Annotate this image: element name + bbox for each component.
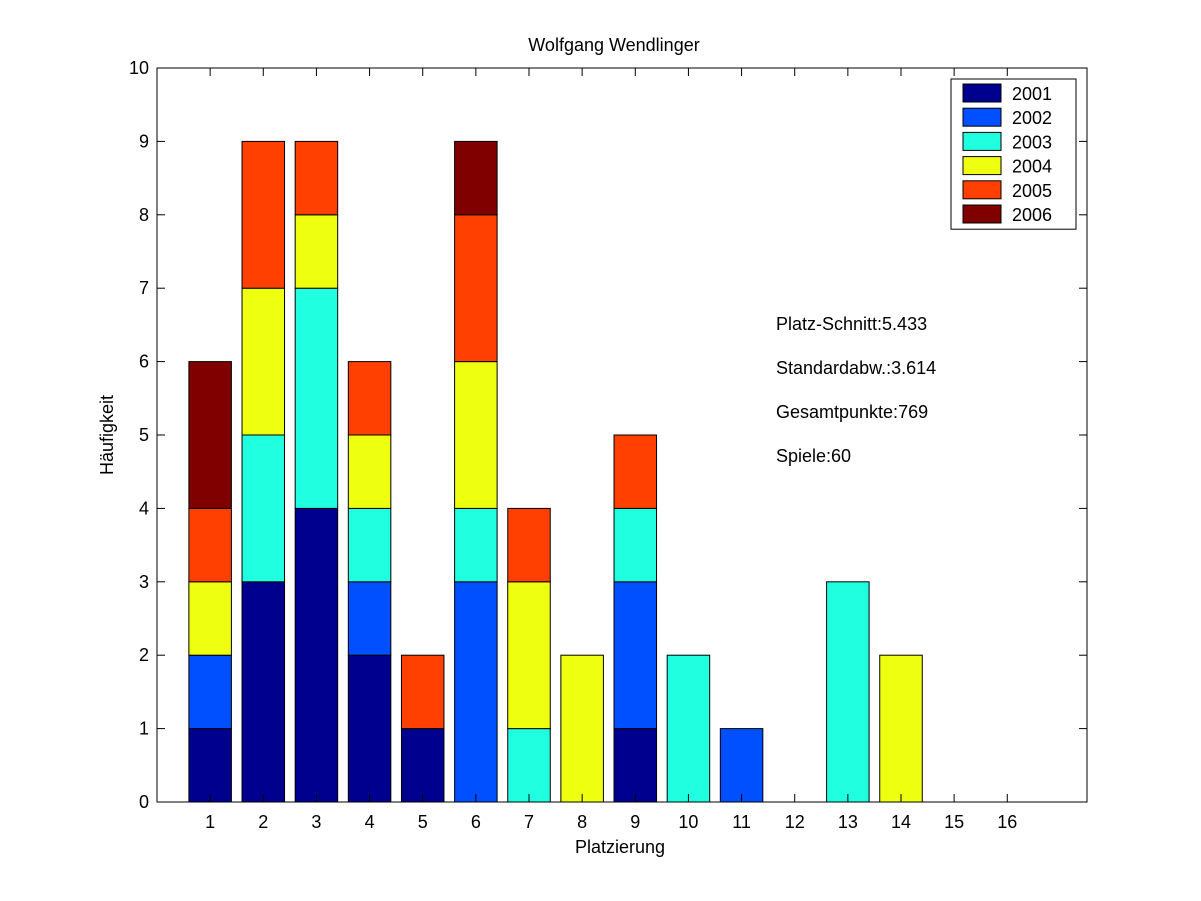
bar-5-2001: [400, 728, 445, 803]
legend-swatch-2004: [962, 156, 1002, 176]
x-tick-label: 8: [577, 812, 587, 832]
y-tick-label: 1: [139, 719, 149, 739]
x-axis-label: Platzierung: [575, 837, 665, 857]
legend-box: [950, 78, 1077, 230]
x-tick-label: 1: [205, 812, 215, 832]
bar-6-2004: [454, 361, 498, 509]
bar-3-2003: [294, 287, 339, 509]
x-tick-label: 2: [258, 812, 268, 832]
bar-4-2001: [347, 654, 392, 803]
legend-label-2006: 2006: [1012, 205, 1052, 225]
legend-label-2003: 2003: [1012, 132, 1052, 152]
x-tick-label: 9: [630, 812, 640, 832]
bar-1-2001: [188, 728, 232, 803]
bar-9-2001: [613, 728, 658, 803]
bar-14-2004: [879, 654, 923, 803]
bar-4-2005: [347, 361, 392, 436]
legend-swatch-2006: [962, 204, 1002, 224]
x-tick-label: 5: [418, 812, 428, 832]
legend-swatch-2005: [962, 180, 1002, 200]
y-tick-label: 9: [139, 131, 149, 151]
bar-11-2002: [719, 728, 764, 803]
x-tick-label: 15: [944, 812, 964, 832]
bar-1-2004: [188, 581, 232, 656]
bar-8-2004: [560, 654, 604, 803]
x-tick-label: 3: [311, 812, 321, 832]
bar-7-2005: [507, 507, 551, 583]
legend: 2001 2002 2003 2004 2005 2006: [950, 78, 1077, 230]
chart-title: Wolfgang Wendlinger: [528, 35, 699, 55]
bar-4-2003: [347, 507, 392, 583]
annotation-1: Standardabw.:3.614: [776, 358, 936, 378]
bar-9-2003: [613, 507, 658, 583]
bar-3-2004: [294, 214, 339, 289]
bar-2-2003: [241, 434, 286, 583]
y-tick-label: 3: [139, 572, 149, 592]
x-tick-label: 10: [678, 812, 698, 832]
x-tick-label: 13: [838, 812, 858, 832]
bar-6-2006: [454, 140, 498, 216]
bar-5-2005: [400, 654, 445, 730]
y-tick-label: 10: [129, 58, 149, 78]
y-tick-label: 4: [139, 498, 149, 518]
annotation-3: Spiele:60: [776, 446, 851, 466]
bar-6-2003: [454, 507, 498, 583]
bar-7-2004: [507, 581, 551, 730]
bar-6-2005: [454, 214, 498, 363]
bar-2-2004: [241, 287, 286, 436]
x-tick-label: 16: [997, 812, 1017, 832]
bar-7-2003: [507, 728, 551, 803]
bar-13-2003: [826, 581, 870, 803]
bar-3-2005: [294, 140, 339, 216]
bar-3-2001: [294, 507, 339, 803]
y-tick-label: 5: [139, 425, 149, 445]
legend-swatch-2003: [962, 131, 1002, 151]
legend-label-2001: 2001: [1012, 84, 1052, 104]
y-tick-label: 0: [139, 792, 149, 812]
annotations-group: Platz-Schnitt:5.433 Standardabw.:3.614 Ges…: [776, 314, 936, 466]
x-tick-label: 6: [471, 812, 481, 832]
legend-swatch-2001: [962, 83, 1002, 103]
x-tick-label: 14: [891, 812, 911, 832]
bar-2-2001: [241, 581, 286, 803]
x-tick-label: 11: [732, 812, 751, 832]
legend-label-2005: 2005: [1012, 181, 1052, 201]
bar-2-2005: [241, 140, 286, 289]
bar-1-2005: [188, 507, 232, 583]
legend-label-2004: 2004: [1012, 157, 1052, 177]
bar-10-2003: [666, 654, 711, 803]
bar-1-2006: [188, 361, 232, 509]
y-tick-label: 2: [139, 645, 149, 665]
bar-4-2002: [347, 581, 392, 656]
bar-6-2002: [454, 581, 498, 803]
bars-group: [188, 140, 923, 803]
x-tick-label: 12: [785, 812, 805, 832]
y-tick-label: 8: [139, 205, 149, 225]
y-tick-label: 6: [139, 352, 149, 372]
annotation-2: Gesamtpunkte:769: [776, 402, 928, 422]
y-axis-label: Häufigkeit: [97, 395, 117, 475]
bar-4-2004: [347, 434, 392, 509]
legend-swatch-2002: [962, 107, 1002, 127]
y-tick-label: 7: [139, 278, 149, 298]
x-tick-label: 4: [365, 812, 375, 832]
bar-9-2002: [613, 581, 658, 730]
bar-9-2005: [613, 434, 658, 509]
legend-label-2002: 2002: [1012, 108, 1052, 128]
x-tick-label: 7: [524, 812, 534, 832]
annotation-0: Platz-Schnitt:5.433: [776, 314, 927, 334]
bar-1-2002: [188, 654, 232, 730]
